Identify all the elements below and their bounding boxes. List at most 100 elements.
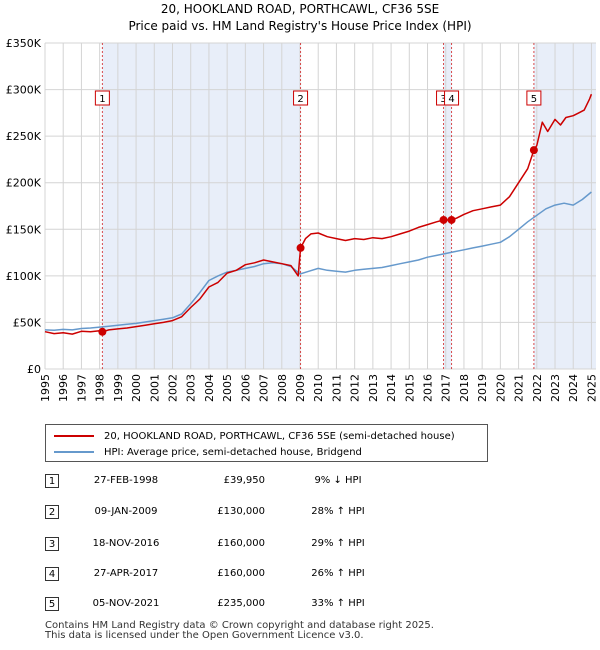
y-tick-label: £250K [6, 130, 42, 143]
sale-point-4 [447, 215, 456, 224]
sale-box-frame [293, 90, 309, 106]
x-tick-label: 2024 [567, 374, 580, 402]
grid-lines [44, 42, 596, 370]
row-number: 5 [45, 597, 59, 611]
y-tick-label: £150K [6, 223, 42, 236]
sale-label-box-2: 2 [293, 90, 309, 106]
row-price: £235,000 [217, 598, 265, 609]
row-hpi: 9% ↓ HPI [314, 475, 362, 486]
shaded-range [102, 43, 301, 369]
row-price: £160,000 [217, 568, 265, 579]
sale-box-label: 5 [531, 94, 537, 105]
sale-box-label: 1 [99, 94, 105, 105]
x-tick-label: 2001 [148, 374, 161, 402]
footer-licence: This data is licensed under the Open Gov… [45, 630, 364, 641]
x-tick-label: 2018 [458, 374, 471, 402]
x-tick-label: 2021 [513, 374, 526, 402]
row-number: 3 [45, 537, 59, 551]
sale-label-box-4: 4 [444, 90, 460, 106]
x-tick-label: 2003 [185, 374, 198, 402]
legend-item-hpi: HPI: Average price, semi-detached house,… [54, 444, 362, 460]
row-price: £39,950 [223, 475, 265, 486]
x-tick-label: 2015 [403, 374, 416, 402]
sale-box-frame [526, 90, 542, 106]
x-tick-label: 1998 [94, 374, 107, 402]
x-tick-label: 2019 [476, 374, 489, 402]
row-date: 09-JAN-2009 [94, 506, 158, 517]
y-tick-label: £200K [6, 177, 42, 190]
row-hpi: 33% ↑ HPI [311, 598, 365, 609]
row-number: 2 [45, 505, 59, 519]
sale-label-box-5: 5 [526, 90, 542, 106]
row-hpi: 28% ↑ HPI [311, 506, 365, 517]
legend-label-price: 20, HOOKLAND ROAD, PORTHCAWL, CF36 5SE (… [104, 430, 455, 442]
sale-box-frame [94, 90, 110, 106]
shaded-range [533, 43, 596, 369]
x-tick-label: 2023 [549, 374, 562, 402]
sale-points [98, 146, 538, 336]
x-tick-label: 2004 [203, 374, 216, 402]
x-tick-label: 2012 [349, 374, 362, 402]
x-tick-label: 2025 [585, 374, 598, 402]
sale-point-3 [439, 215, 448, 224]
x-tick-label: 2005 [221, 374, 234, 402]
legend-label-hpi: HPI: Average price, semi-detached house,… [104, 446, 362, 458]
shaded-range [443, 43, 452, 369]
x-tick-label: 2022 [531, 374, 544, 402]
x-tick-label: 2007 [258, 374, 271, 402]
x-tick-label: 2014 [385, 374, 398, 402]
x-tick-label: 1995 [39, 374, 52, 402]
x-tick-label: 1999 [112, 374, 125, 402]
x-tick-label: 1996 [57, 374, 70, 402]
sale-point-2 [296, 243, 305, 252]
row-number: 4 [45, 567, 59, 581]
row-hpi: 26% ↑ HPI [311, 568, 365, 579]
x-tick-label: 2002 [167, 374, 180, 402]
footer-copyright: Contains HM Land Registry data © Crown c… [45, 620, 434, 631]
legend-swatch-blue [54, 451, 94, 453]
y-tick-label: £0 [27, 363, 41, 376]
hpi-series-line [44, 191, 592, 332]
row-date: 05-NOV-2021 [92, 598, 160, 609]
x-tick-label: 2008 [276, 374, 289, 402]
x-tick-label: 2009 [294, 374, 307, 402]
row-price: £160,000 [217, 538, 265, 549]
sale-box-label: 3 [440, 94, 446, 105]
y-tick-label: £300K [6, 84, 42, 97]
shaded-ranges [45, 43, 596, 369]
price-series-line [44, 93, 593, 335]
y-tick-labels: £0 £50K £100K £150K £200K £250K £300K £350K [6, 37, 42, 376]
y-tick-label: £350K [6, 37, 42, 50]
x-tick-label: 2000 [130, 374, 143, 402]
legend-item-price: 20, HOOKLAND ROAD, PORTHCAWL, CF36 5SE (… [54, 428, 455, 444]
row-price: £130,000 [217, 506, 265, 517]
y-tick-label: £50K [13, 316, 42, 329]
x-tick-labels: 1995 1996 1997 1998 1999 2000 2001 2002 2003 2004… [39, 374, 598, 402]
row-date: 27-FEB-1998 [93, 475, 159, 486]
sale-box-label: 2 [297, 94, 303, 105]
x-tick-label: 2016 [422, 374, 435, 402]
chart-title-line1: 20, HOOKLAND ROAD, PORTHCAWL, CF36 5SE [160, 2, 440, 16]
chart-title-line2: Price paid vs. HM Land Registry's House … [128, 19, 472, 33]
x-tick-label: 2010 [312, 374, 325, 402]
y-tick-label: £100K [6, 270, 42, 283]
row-date: 27-APR-2017 [93, 568, 159, 579]
sale-box-frame [444, 90, 460, 106]
sale-box-label: 4 [448, 94, 454, 105]
row-number: 1 [45, 474, 59, 488]
row-date: 18-NOV-2016 [92, 538, 160, 549]
x-tick-label: 2006 [239, 374, 252, 402]
series-lines [44, 93, 593, 335]
sale-point-5 [529, 146, 538, 155]
legend: 20, HOOKLAND ROAD, PORTHCAWL, CF36 5SE (… [45, 424, 488, 462]
row-hpi: 29% ↑ HPI [311, 538, 365, 549]
sale-point-1 [98, 327, 107, 336]
sale-label-box-1: 1 [94, 90, 110, 106]
legend-swatch-red [54, 435, 94, 437]
x-tick-label: 2017 [440, 374, 453, 402]
x-tick-label: 2013 [367, 374, 380, 402]
x-tick-label: 2020 [494, 374, 507, 402]
x-tick-label: 2011 [330, 374, 343, 402]
